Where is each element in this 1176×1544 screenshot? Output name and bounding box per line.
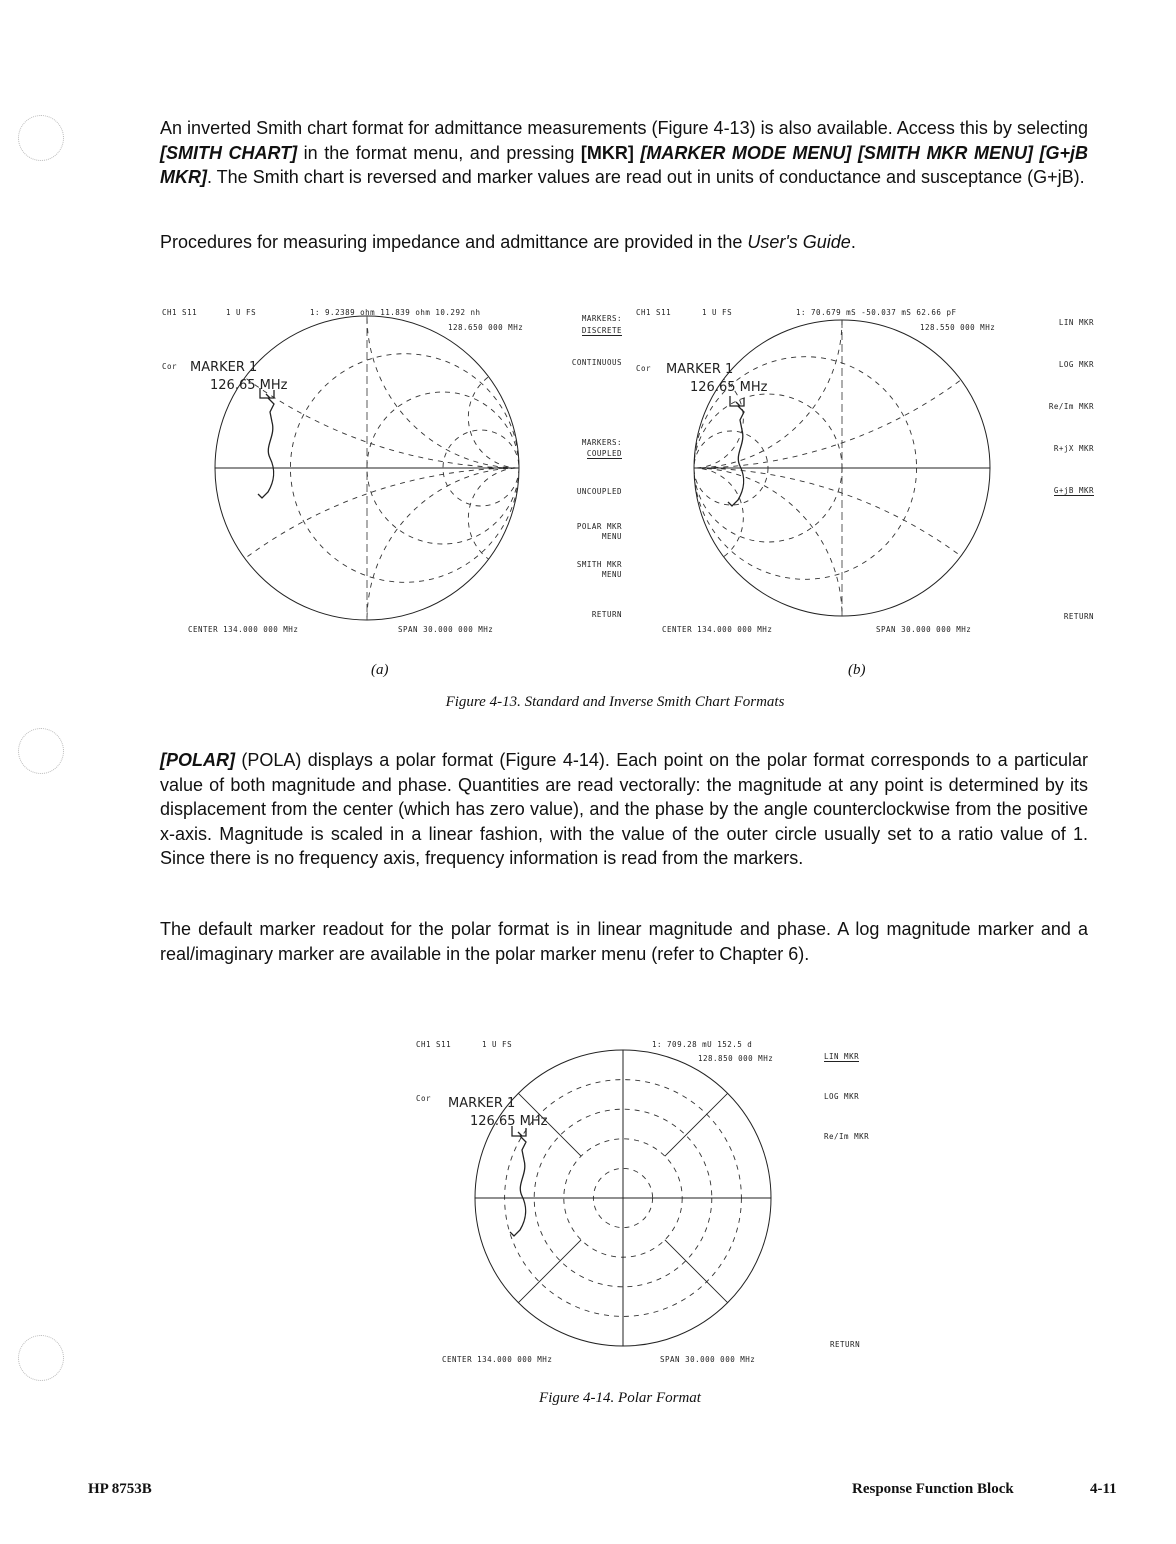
softkey-discrete[interactable]: DISCRETE <box>581 326 622 336</box>
smith-chart-plot <box>214 315 520 621</box>
marker-label-frequency: 126.65 MHz <box>210 378 288 393</box>
softkey-menu: LIN MKR LOG MKR Re/Im MKR R+jX MKR G+jB … <box>1014 310 1094 628</box>
measurement-trace <box>257 397 275 499</box>
figure-4-14-caption: Figure 4-14. Polar Format <box>539 1390 701 1406</box>
center-frequency: CENTER 134.000 000 MHz <box>662 625 773 634</box>
key-gjb-mkr: [G+jB MKR] <box>160 142 1088 188</box>
key-polar: [POLAR] <box>160 750 235 770</box>
marker-label-frequency: 126.65 MHz <box>470 1114 548 1129</box>
softkey-smith-mkr-menu-2[interactable]: MENU <box>601 570 622 579</box>
correction-indicator: Cor <box>636 364 652 373</box>
figure-4-13a-smith-chart: CH1 S11 1 U FS 1: 9.2389 ohm 11.839 ohm … <box>150 300 630 640</box>
measurement-trace <box>727 405 745 507</box>
phase-line <box>518 1093 582 1157</box>
key-smith-chart: [SMITH CHART] <box>160 142 298 163</box>
footer-page-number: 4-11 <box>1090 1481 1117 1497</box>
text: . The Smith chart is reversed and marker… <box>207 167 1085 187</box>
marker-label-frequency: 126.65 MHz <box>690 380 768 395</box>
polar-chart-plot <box>474 1049 772 1347</box>
span-frequency: SPAN 30.000 000 MHz <box>398 625 494 634</box>
marker-symbol <box>511 1126 527 1137</box>
marker-label: MARKER 1 <box>190 360 258 375</box>
marker-readout: 1: 709.28 mU 152.5 d <box>652 1040 753 1049</box>
subfigure-label-a: (a) <box>371 662 389 678</box>
phase-line <box>664 1239 728 1303</box>
correction-indicator: Cor <box>416 1094 432 1103</box>
softkey-log-mkr[interactable]: LOG MKR <box>824 1092 860 1101</box>
marker-label: MARKER 1 <box>666 362 734 377</box>
softkey-re-im-mkr[interactable]: Re/Im MKR <box>1048 402 1094 411</box>
marker-label: MARKER 1 <box>448 1096 516 1111</box>
phase-line <box>518 1239 582 1303</box>
softkey-markers-label: MARKERS: <box>581 438 622 447</box>
paragraph-polar-markers: The default marker readout for the polar… <box>160 919 1088 964</box>
text: in the format menu, and pressing <box>297 142 581 163</box>
center-frequency: CENTER 134.000 000 MHz <box>442 1355 553 1364</box>
softkey-return[interactable]: RETURN <box>591 610 622 619</box>
softkey-return[interactable]: RETURN <box>1063 612 1094 621</box>
span-frequency: SPAN 30.000 000 MHz <box>660 1355 756 1364</box>
softkey-polar-mkr-menu-2[interactable]: MENU <box>601 532 622 541</box>
text: An inverted Smith chart format for admit… <box>160 118 1088 138</box>
softkey-uncoupled[interactable]: UNCOUPLED <box>576 487 622 496</box>
marker-readout: 1: 70.679 mS -50.037 mS 62.66 pF <box>796 308 957 317</box>
inverse-smith-chart-plot <box>693 319 991 617</box>
punch-hole <box>18 728 64 774</box>
scale-label: 1 U FS <box>226 308 257 317</box>
softkey-continuous[interactable]: CONTINUOUS <box>571 358 622 367</box>
punch-hole <box>18 1335 64 1381</box>
softkey-r-jx-mkr[interactable]: R+jX MKR <box>1053 444 1094 453</box>
paragraph-inverted-smith: An inverted Smith chart format for admit… <box>160 116 1088 190</box>
measurement-trace <box>509 1135 527 1237</box>
softkey-re-im-mkr[interactable]: Re/Im MKR <box>824 1132 870 1141</box>
scale-label: 1 U FS <box>702 308 733 317</box>
softkey-smith-mkr-menu[interactable]: SMITH MKR <box>576 560 622 569</box>
softkey-menu: MARKERS: DISCRETE CONTINUOUS MARKERS: CO… <box>542 310 622 628</box>
paragraph-procedures: Procedures for measuring impedance and a… <box>160 232 856 252</box>
channel-label: CH1 S11 <box>636 308 672 317</box>
key-smith-mkr-menu: [SMITH MKR MENU] <box>857 142 1033 163</box>
channel-label: CH1 S11 <box>416 1040 452 1049</box>
subfigure-label-b: (b) <box>848 662 866 678</box>
figure-4-13b-inverse-smith-chart: CH1 S11 1 U FS 1: 70.679 mS -50.037 mS 6… <box>630 300 1110 640</box>
reactance-arc <box>694 467 744 568</box>
center-frequency: CENTER 134.000 000 MHz <box>188 625 299 634</box>
marker-readout: 1: 9.2389 ohm 11.839 ohm 10.292 nh <box>310 308 481 317</box>
channel-label: CH1 S11 <box>162 308 198 317</box>
correction-indicator: Cor <box>162 362 178 371</box>
softkey-polar-mkr-menu[interactable]: POLAR MKR <box>576 522 622 531</box>
figure-4-14-polar-chart: CH1 S11 1 U FS 1: 709.28 mU 152.5 d 128.… <box>400 1030 900 1370</box>
phase-line <box>664 1093 728 1157</box>
marker-frequency: 128.850 000 MHz <box>698 1054 774 1063</box>
footer-product: HP 8753B <box>88 1481 152 1497</box>
key-mkr: [MKR] <box>580 142 634 163</box>
figure-4-13-caption: Figure 4-13. Standard and Inverse Smith … <box>445 694 785 710</box>
paragraph-polar: [POLAR] (POLA) displays a polar format (… <box>160 750 1088 868</box>
marker-symbol <box>729 396 745 407</box>
key-marker-mode-menu: [MARKER MODE MENU] <box>640 142 852 163</box>
softkey-log-mkr[interactable]: LOG MKR <box>1058 360 1094 369</box>
footer-section: Response Function Block <box>852 1481 1014 1497</box>
softkey-coupled[interactable]: COUPLED <box>586 449 622 459</box>
marker-frequency: 128.550 000 MHz <box>920 323 996 332</box>
reactance-arc <box>694 467 843 616</box>
span-frequency: SPAN 30.000 000 MHz <box>876 625 972 634</box>
softkey-return[interactable]: RETURN <box>830 1340 861 1349</box>
marker-frequency: 128.650 000 MHz <box>448 323 524 332</box>
softkey-markers-label: MARKERS: <box>581 314 622 323</box>
scale-label: 1 U FS <box>482 1040 513 1049</box>
marker-symbol <box>259 388 275 399</box>
users-guide-ref: User's Guide <box>747 232 851 252</box>
softkey-lin-mkr[interactable]: LIN MKR <box>1058 318 1094 327</box>
softkey-g-jb-mkr[interactable]: G+jB MKR <box>1053 486 1094 496</box>
softkey-lin-mkr[interactable]: LIN MKR <box>824 1052 860 1062</box>
punch-hole <box>18 115 64 161</box>
